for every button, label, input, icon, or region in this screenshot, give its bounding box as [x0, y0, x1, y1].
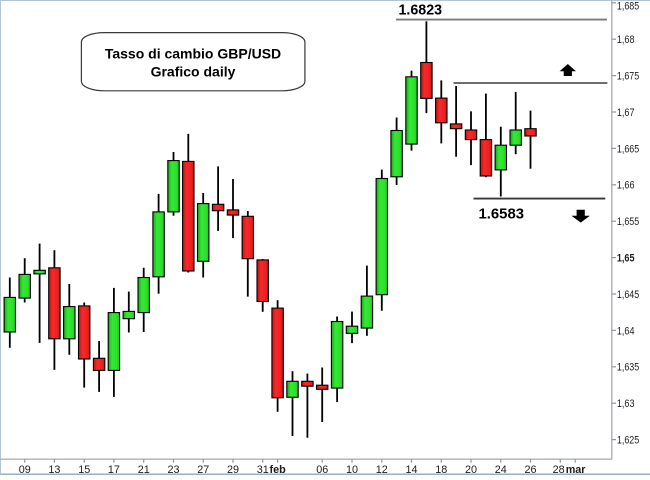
svg-text:28: 28 [553, 464, 565, 475]
svg-text:26: 26 [524, 464, 536, 475]
svg-text:29: 29 [227, 464, 239, 475]
svg-text:1,68: 1,68 [617, 34, 635, 46]
svg-text:17: 17 [108, 464, 120, 475]
svg-text:1,645: 1,645 [617, 289, 639, 301]
svg-text:1,65: 1,65 [617, 253, 635, 265]
svg-text:1,635: 1,635 [617, 362, 639, 374]
svg-text:1,67: 1,67 [617, 107, 635, 119]
svg-text:Tasso di cambio GBP/USD: Tasso di cambio GBP/USD [105, 46, 281, 62]
svg-text:14: 14 [405, 464, 417, 475]
svg-text:12: 12 [376, 464, 388, 475]
svg-text:27: 27 [197, 464, 209, 475]
svg-text:1,66: 1,66 [617, 180, 635, 192]
svg-text:06: 06 [316, 464, 328, 475]
svg-text:23: 23 [167, 464, 179, 475]
svg-text:1,675: 1,675 [617, 71, 639, 83]
svg-text:Grafico daily: Grafico daily [151, 64, 236, 80]
svg-text:feb: feb [269, 464, 286, 475]
svg-text:mar: mar [566, 464, 587, 475]
svg-text:1.6823: 1.6823 [399, 3, 443, 19]
svg-text:1,685: 1,685 [617, 1, 639, 13]
svg-text:24: 24 [495, 464, 507, 475]
svg-text:15: 15 [78, 464, 90, 475]
svg-text:18: 18 [435, 464, 447, 475]
svg-text:1,63: 1,63 [617, 398, 635, 410]
svg-text:1,625: 1,625 [617, 435, 639, 447]
svg-text:1.6583: 1.6583 [479, 207, 525, 223]
svg-text:10: 10 [346, 464, 358, 475]
svg-text:1,655: 1,655 [617, 216, 639, 228]
svg-text:09: 09 [19, 464, 31, 475]
svg-text:13: 13 [48, 464, 60, 475]
svg-text:1,64: 1,64 [617, 325, 635, 337]
svg-text:31: 31 [257, 464, 269, 475]
svg-text:1,665: 1,665 [617, 143, 639, 155]
svg-text:20: 20 [465, 464, 477, 475]
svg-text:21: 21 [138, 464, 150, 475]
